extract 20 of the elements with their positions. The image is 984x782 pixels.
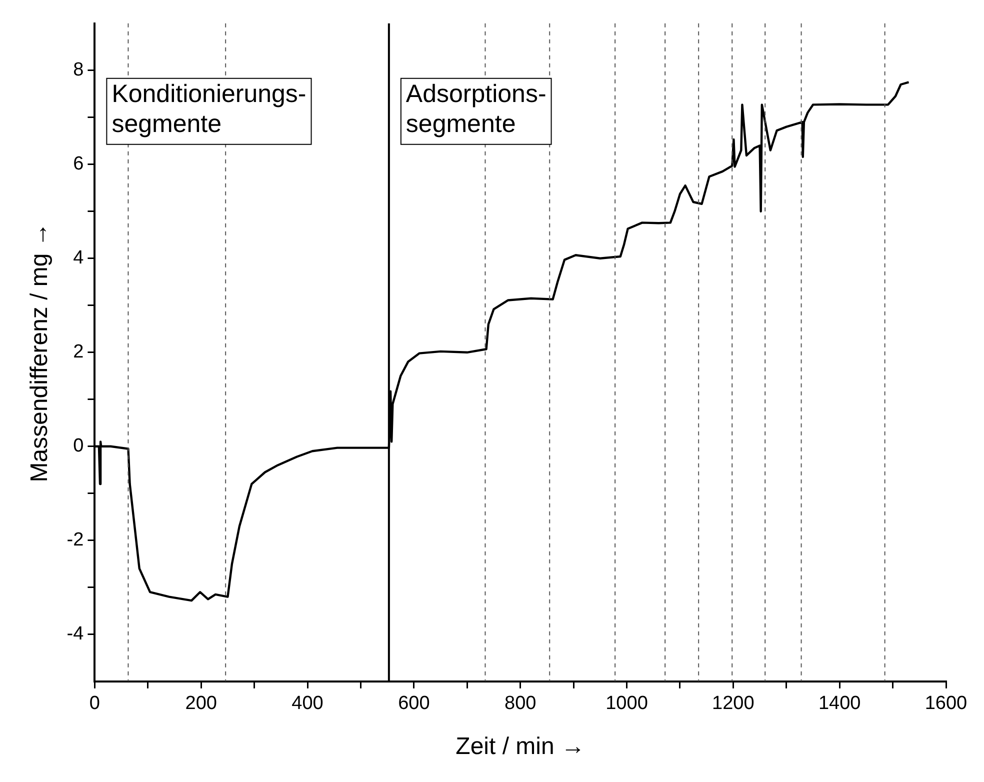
x-tick-label: 200	[185, 693, 217, 714]
x-tick-label: 400	[292, 693, 324, 714]
y-tick-label: 8	[73, 60, 84, 81]
annotation: Konditionierungs- segmente	[112, 80, 306, 138]
x-tick-label: 0	[89, 693, 100, 714]
annotation: Adsorptions- segmente	[406, 80, 546, 138]
y-tick-label: 0	[73, 436, 84, 457]
y-tick-label: 2	[73, 342, 84, 363]
y-tick-label: 6	[73, 154, 84, 175]
x-tick-label: 1600	[924, 693, 968, 714]
y-tick-label: -4	[66, 624, 84, 645]
y-axis-title: Massendifferenz / mg →	[26, 222, 54, 482]
x-tick-label: 600	[398, 693, 430, 714]
y-tick-label: 4	[73, 248, 84, 269]
x-axis-title: Zeit / min →	[456, 733, 586, 760]
y-tick-label: -2	[66, 530, 84, 551]
x-tick-label: 1200	[712, 693, 754, 714]
x-tick-label: 1400	[818, 693, 861, 714]
x-tick-label: 1000	[606, 693, 648, 714]
x-tick-label: 800	[504, 693, 536, 714]
